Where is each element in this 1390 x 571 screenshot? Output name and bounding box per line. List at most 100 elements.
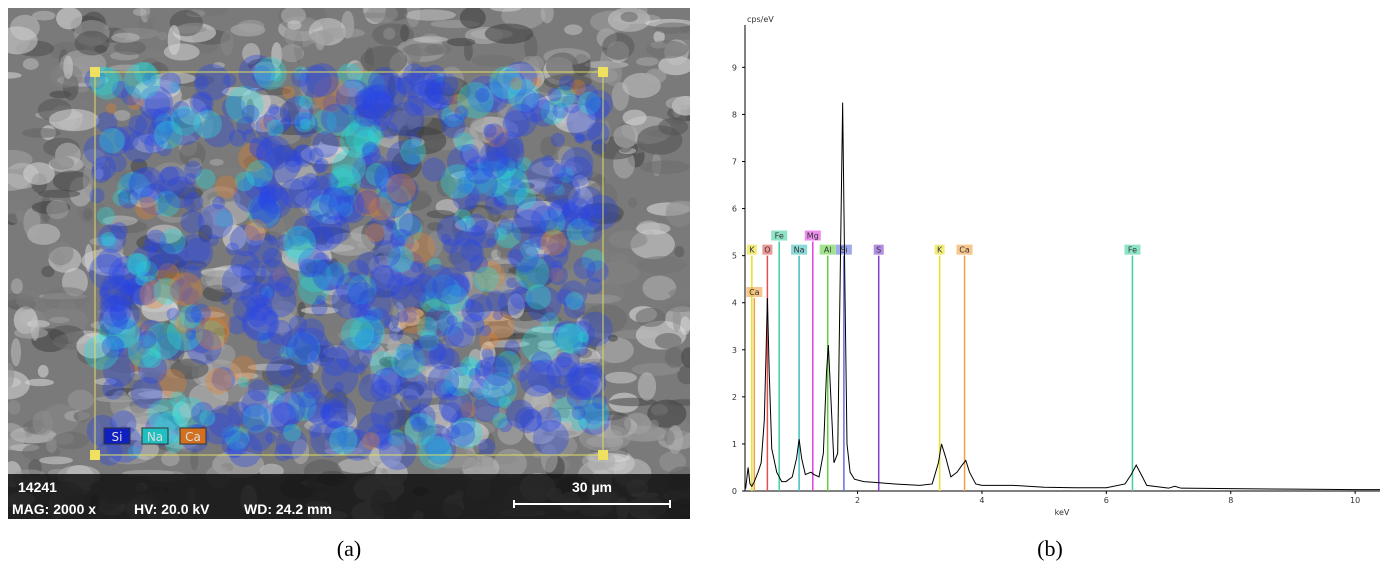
map-pixel <box>395 76 413 95</box>
texture <box>607 334 618 342</box>
map-pixel <box>121 86 141 106</box>
texture <box>456 271 486 300</box>
map-pixel <box>548 265 568 286</box>
map-pixel <box>437 73 459 95</box>
map-pixel <box>427 365 460 397</box>
map-pixel <box>248 232 279 264</box>
map-pixel <box>357 412 392 448</box>
map-pixel <box>528 230 547 248</box>
map-pixel <box>99 276 135 313</box>
map-pixel <box>485 124 508 148</box>
map-pixel <box>384 411 395 422</box>
map-pixel <box>311 299 328 316</box>
frame-handle <box>90 450 100 460</box>
map-pixel <box>440 164 475 199</box>
map-pixel <box>165 108 203 146</box>
map-pixel <box>157 166 188 197</box>
map-pixel <box>492 309 504 321</box>
map-pixel <box>138 319 164 345</box>
map-pixel <box>305 188 335 219</box>
map-pixel <box>398 306 426 334</box>
texture <box>664 430 675 446</box>
texture <box>446 111 462 121</box>
texture <box>636 256 687 274</box>
info-bar <box>8 474 690 519</box>
map-pixel <box>265 432 277 444</box>
map-pixel <box>279 178 310 209</box>
map-pixel <box>189 91 214 116</box>
map-pixel <box>288 176 322 209</box>
map-pixel <box>511 209 547 245</box>
map-pixel <box>242 404 272 433</box>
map-pixel <box>559 280 588 309</box>
element-label-box <box>934 244 945 255</box>
map-pixel <box>154 190 181 217</box>
texture <box>46 437 57 453</box>
map-pixel <box>378 366 407 395</box>
element-label-box <box>746 244 757 255</box>
texture <box>52 431 89 450</box>
map-pixel <box>270 402 299 432</box>
map-pixel <box>449 237 485 273</box>
map-pixel <box>263 106 292 135</box>
map-pixel <box>441 114 466 139</box>
map-pixel <box>502 61 538 96</box>
map-pixel <box>509 242 539 272</box>
map-pixel <box>514 88 540 114</box>
map-pixel <box>164 434 184 453</box>
texture <box>391 150 422 180</box>
map-pixel <box>299 258 318 278</box>
map-pixel <box>540 99 566 125</box>
wd: WD: 24.2 mm <box>244 501 332 517</box>
texture <box>517 200 563 221</box>
map-pixel <box>552 102 569 119</box>
map-pixel <box>425 74 446 95</box>
map-pixel <box>241 104 260 123</box>
map-pixel <box>497 418 513 433</box>
map-pixel <box>304 210 324 229</box>
map-pixel <box>423 64 447 88</box>
map-pixel <box>175 233 214 272</box>
map-pixel <box>99 294 118 313</box>
map-pixel <box>470 219 499 249</box>
map-pixel <box>448 275 471 298</box>
map-pixel <box>527 359 562 394</box>
map-pixel <box>477 159 494 176</box>
map-pixel <box>460 240 483 262</box>
map-pixel <box>157 368 187 398</box>
texture <box>668 288 690 299</box>
texture <box>265 257 278 273</box>
map-pixel <box>566 103 605 142</box>
map-pixel <box>134 108 173 147</box>
map-pixel <box>153 120 183 150</box>
map-pixel <box>354 328 378 352</box>
map-pixel <box>541 312 559 331</box>
texture <box>359 354 371 385</box>
map-pixel <box>287 331 321 366</box>
texture <box>364 90 392 104</box>
map-pixel <box>367 126 384 143</box>
texture <box>368 444 402 469</box>
texture <box>480 341 496 368</box>
texture <box>82 164 94 195</box>
map-pixel <box>585 97 610 122</box>
map-pixel <box>353 129 380 156</box>
map-pixel <box>463 167 498 202</box>
texture <box>197 359 242 390</box>
texture <box>563 265 609 291</box>
map-pixel <box>169 81 181 93</box>
map-pixel <box>88 253 125 290</box>
map-pixel <box>284 149 302 168</box>
map-pixel <box>227 432 263 468</box>
map-pixel <box>279 363 293 378</box>
map-pixel <box>494 227 508 241</box>
map-pixel <box>464 156 494 185</box>
map-pixel <box>207 405 241 438</box>
map-pixel <box>525 284 552 310</box>
map-pixel <box>404 413 437 446</box>
map-pixel <box>368 196 393 221</box>
map-pixel <box>295 116 311 131</box>
texture <box>99 278 126 308</box>
map-pixel <box>226 242 240 256</box>
y-axis-label: cps/eV <box>747 15 774 24</box>
